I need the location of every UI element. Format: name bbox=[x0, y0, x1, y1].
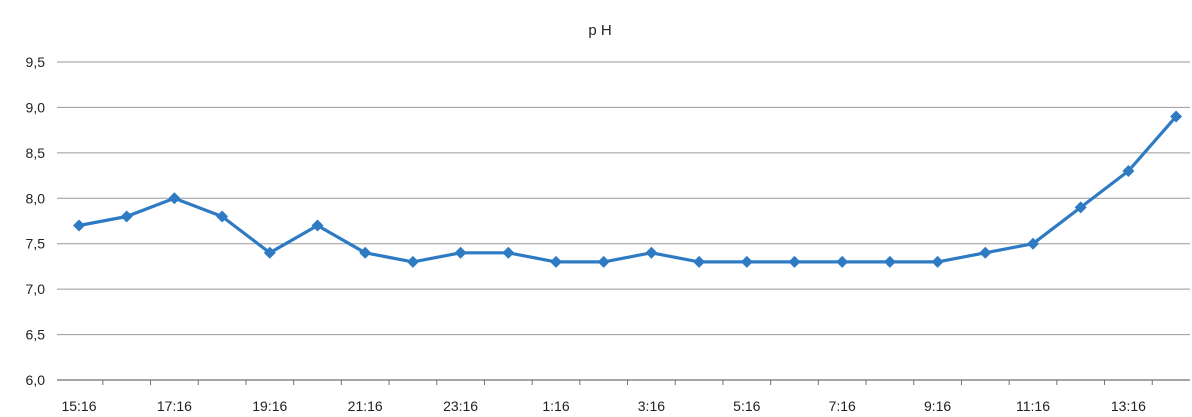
data-point bbox=[1170, 110, 1183, 123]
x-tick-label: 3:16 bbox=[638, 398, 665, 414]
y-tick-label: 8,0 bbox=[26, 190, 46, 206]
y-tick-label: 9,0 bbox=[26, 99, 46, 115]
x-tick-label: 21:16 bbox=[348, 398, 383, 414]
data-point bbox=[836, 255, 849, 268]
y-tick-label: 8,5 bbox=[26, 145, 46, 161]
x-tick-label: 17:16 bbox=[157, 398, 192, 414]
y-tick-label: 6,0 bbox=[26, 372, 46, 388]
x-tick-label: 7:16 bbox=[829, 398, 856, 414]
x-tick-label: 23:16 bbox=[443, 398, 478, 414]
data-point bbox=[979, 246, 992, 259]
x-tick-label: 15:16 bbox=[61, 398, 96, 414]
data-point bbox=[693, 255, 706, 268]
series-line bbox=[77, 114, 1178, 264]
data-point bbox=[597, 255, 610, 268]
x-tick-label: 9:16 bbox=[924, 398, 951, 414]
data-point bbox=[120, 210, 133, 223]
data-point bbox=[788, 255, 801, 268]
data-point bbox=[359, 246, 372, 259]
x-axis-ticks: 15:16 17:16 19:16 21:16 23:16 1:16 3:16 5:16 7:1… bbox=[61, 398, 1146, 414]
data-point bbox=[1027, 237, 1039, 250]
data-point bbox=[168, 192, 181, 205]
axes bbox=[57, 379, 1190, 385]
y-tick-label: 6,5 bbox=[26, 327, 46, 343]
y-axis-ticks: 6,0 6,5 7,0 7,5 8,0 8,5 9,0 9,5 bbox=[26, 54, 46, 388]
x-tick-label: 5:16 bbox=[733, 398, 760, 414]
y-tick-label: 7,0 bbox=[26, 281, 46, 297]
data-point bbox=[1074, 201, 1087, 214]
x-tick-label: 19:16 bbox=[252, 398, 287, 414]
data-point bbox=[883, 255, 896, 268]
x-tick-label: 1:16 bbox=[542, 398, 569, 414]
data-point bbox=[406, 255, 419, 268]
data-point bbox=[502, 246, 515, 259]
y-tick-label: 9,5 bbox=[26, 54, 46, 70]
data-point bbox=[931, 255, 944, 268]
x-tick-label: 11:16 bbox=[1016, 398, 1050, 414]
data-point bbox=[454, 246, 467, 259]
gridlines bbox=[57, 61, 1190, 336]
x-tick-label: 13:16 bbox=[1111, 398, 1146, 414]
y-tick-label: 7,5 bbox=[26, 236, 46, 252]
data-point bbox=[263, 246, 276, 259]
chart-title: p H bbox=[588, 22, 611, 39]
data-point bbox=[740, 255, 753, 268]
data-point bbox=[645, 246, 658, 259]
data-point bbox=[550, 255, 562, 268]
data-point bbox=[73, 219, 85, 232]
data-point bbox=[311, 219, 324, 232]
data-point bbox=[216, 210, 229, 223]
series-ph bbox=[73, 110, 1183, 268]
data-point bbox=[1122, 165, 1135, 178]
